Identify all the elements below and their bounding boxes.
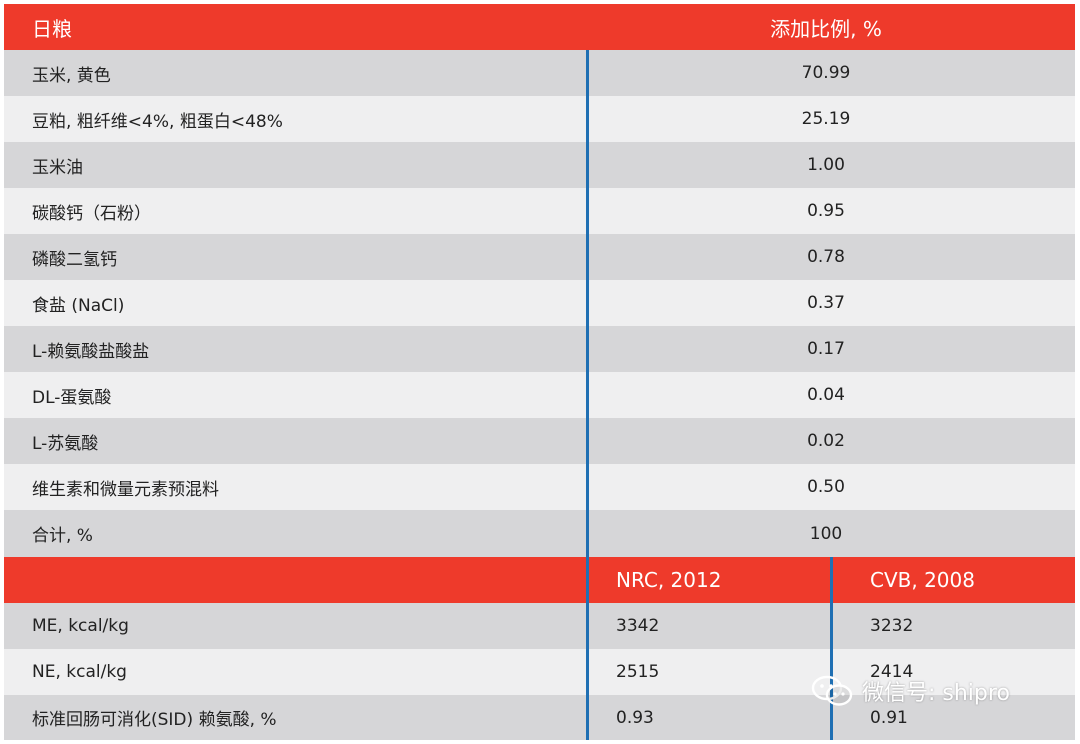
row-value: 0.17 [807,339,845,359]
table-row: 维生素和微量元素预混料 0.50 [4,464,1075,510]
row-name: DL-蛋氨酸 [32,387,112,408]
row-value: 0.04 [807,385,845,405]
row-name: 玉米油 [32,157,83,178]
table-row: 磷酸二氢钙 0.78 [4,234,1075,280]
row-value: 70.99 [801,63,851,83]
row-value: 0.37 [807,293,845,313]
table-row: DL-蛋氨酸 0.04 [4,372,1075,418]
row-name: 磷酸二氢钙 [32,249,117,270]
feed-formula-table: 日粮 添加比例, % 玉米, 黄色 70.99 豆粕, 粗纤维<4%, 粗蛋白<… [4,4,1075,744]
row-name: L-苏氨酸 [32,433,99,454]
row-name: L-赖氨酸盐酸盐 [32,341,150,362]
row-value: 0.78 [807,247,845,267]
header-ingredient: 日粮 [32,16,72,41]
column-divider [586,50,589,740]
row-value: 100 [809,523,843,544]
nutrient-row: ME, kcal/kg 3342 3232 [4,603,1075,649]
nutrient-name: NE, kcal/kg [32,662,127,682]
header-ratio: 添加比例, % [770,16,882,41]
row-value: 0.50 [807,477,845,497]
nutrient-name: ME, kcal/kg [32,616,129,636]
table-header: 日粮 添加比例, % [4,4,1075,50]
column-divider-secondary [830,557,833,740]
nutrient-cvb: 2414 [870,662,914,682]
nutrient-nrc: 2515 [616,662,660,682]
table-row: 碳酸钙（石粉） 0.95 [4,188,1075,234]
nutrient-row: 标准回肠可消化(SID) 赖氨酸, % 0.93 0.91 [4,695,1075,740]
table-row: 豆粕, 粗纤维<4%, 粗蛋白<48% 25.19 [4,96,1075,142]
row-name: 维生素和微量元素预混料 [32,479,219,500]
row-name: 碳酸钙（石粉） [32,203,151,224]
table-row: 食盐 (NaCl) 0.37 [4,280,1075,326]
table-row: L-赖氨酸盐酸盐 0.17 [4,326,1075,372]
row-name: 豆粕, 粗纤维<4%, 粗蛋白<48% [32,111,283,132]
row-name: 食盐 (NaCl) [32,295,125,316]
row-name: 合计, % [32,526,93,546]
row-value: 0.95 [807,201,845,221]
table-row-total: 合计, % 100 [4,510,1075,557]
nutrient-header-nrc: NRC, 2012 [616,568,722,592]
nutrient-nrc: 0.93 [616,707,654,728]
row-value: 0.02 [807,431,845,451]
row-value: 1.00 [807,155,845,175]
wechat-icon [810,674,854,708]
row-name: 玉米, 黄色 [32,65,111,86]
table-row: 玉米油 1.00 [4,142,1075,188]
row-value: 25.19 [801,109,851,129]
watermark: 微信号: shipro [810,674,1010,708]
table-row: 玉米, 黄色 70.99 [4,50,1075,96]
nutrient-cvb: 0.91 [870,707,908,728]
nutrient-header-cvb: CVB, 2008 [870,568,975,592]
nutrient-cvb: 3232 [870,616,914,636]
nutrient-header: NRC, 2012 CVB, 2008 [4,557,1075,603]
table-row: L-苏氨酸 0.02 [4,418,1075,464]
nutrient-row: NE, kcal/kg 2515 2414 [4,649,1075,695]
nutrient-nrc: 3342 [616,616,660,636]
watermark-text: 微信号: shipro [862,681,1010,706]
nutrient-name: 标准回肠可消化(SID) 赖氨酸, % [32,710,277,730]
